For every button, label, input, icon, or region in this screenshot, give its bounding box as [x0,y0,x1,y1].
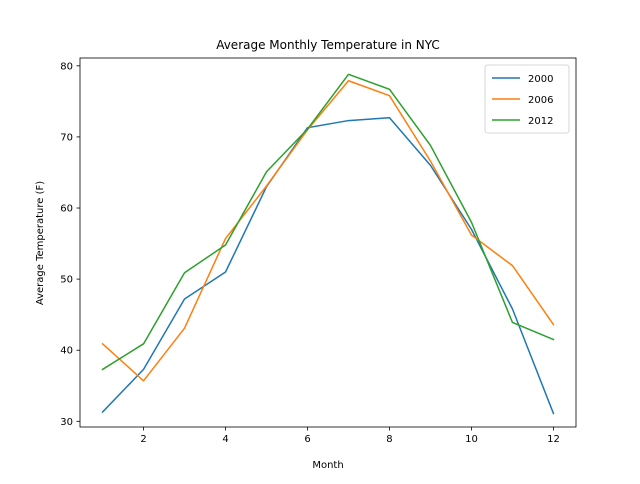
series-lines [101,73,555,415]
y-tick-label: 80 [60,61,73,72]
legend-box [484,64,570,134]
y-axis-label: Average Temperature (F) [35,181,46,305]
legend: 2000 2006 2012 [484,64,570,134]
y-axis-ticks: 30 40 50 60 70 80 [60,61,80,428]
series-line-2000 [101,116,555,415]
x-tick-label: 6 [304,434,310,445]
y-tick-label: 60 [60,204,73,215]
x-axis-label: Month [312,460,343,471]
y-tick-label: 30 [60,417,73,428]
chart-title: Average Monthly Temperature in NYC [216,38,440,52]
x-tick-label: 2 [140,434,146,445]
legend-label-2012: 2012 [528,116,553,127]
x-tick-label: 8 [386,434,392,445]
x-tick-label: 12 [547,434,560,445]
legend-label-2006: 2006 [528,95,553,106]
x-axis-ticks: 2 4 6 8 10 12 [140,427,560,445]
x-tick-label: 4 [222,434,228,445]
axes-frame [79,57,577,428]
series-line-2012 [101,73,555,371]
x-tick-label: 10 [465,434,478,445]
y-tick-label: 70 [60,132,73,143]
y-tick-label: 50 [60,275,73,286]
y-tick-label: 40 [60,346,73,357]
legend-label-2000: 2000 [528,74,553,85]
